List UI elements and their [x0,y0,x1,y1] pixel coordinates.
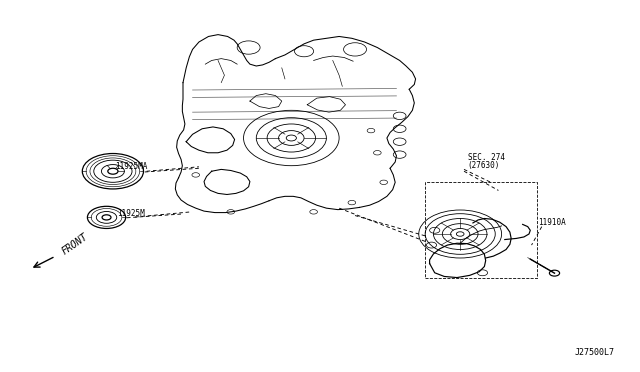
Text: 11925M: 11925M [117,209,145,218]
Text: FRONT: FRONT [60,231,90,256]
Text: (27630): (27630) [468,161,500,170]
Text: 11925MA: 11925MA [116,163,148,171]
Text: J27500L7: J27500L7 [574,348,614,357]
Text: SEC. 274: SEC. 274 [468,153,505,162]
Text: 11910A: 11910A [538,218,566,227]
